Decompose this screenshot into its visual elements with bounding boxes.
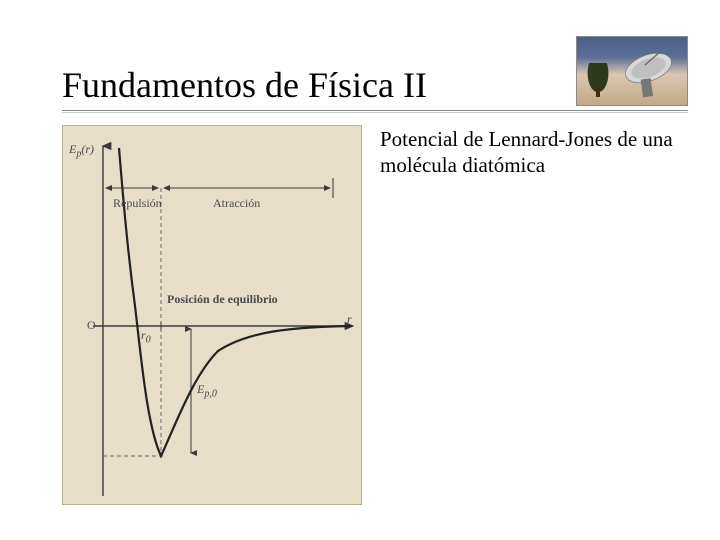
- slide: Fundamentos de Física II: [0, 0, 720, 540]
- repulsion-label: Repulsión: [113, 196, 162, 211]
- figure-svg: [63, 126, 363, 506]
- title-divider: [62, 110, 688, 113]
- equilibrium-label: Posición de equilibrio: [167, 292, 278, 307]
- r0-label: r0: [141, 328, 151, 345]
- corner-image: [576, 36, 688, 106]
- ep0-label: Ep,0: [197, 382, 217, 399]
- figure-caption: Potencial de Lennard-Jones de una molécu…: [380, 125, 688, 505]
- slide-title: Fundamentos de Física II: [62, 64, 427, 106]
- title-row: Fundamentos de Física II: [62, 36, 688, 106]
- origin-label: O: [87, 318, 96, 333]
- attraction-label: Atracción: [213, 196, 260, 211]
- y-axis-label: Ep(r): [69, 142, 94, 159]
- x-axis-label: r: [347, 312, 352, 327]
- content-row: Ep(r) r O Repulsión Atracción Posición d…: [62, 125, 688, 505]
- tree-icon: [585, 63, 611, 97]
- lennard-jones-figure: Ep(r) r O Repulsión Atracción Posición d…: [62, 125, 362, 505]
